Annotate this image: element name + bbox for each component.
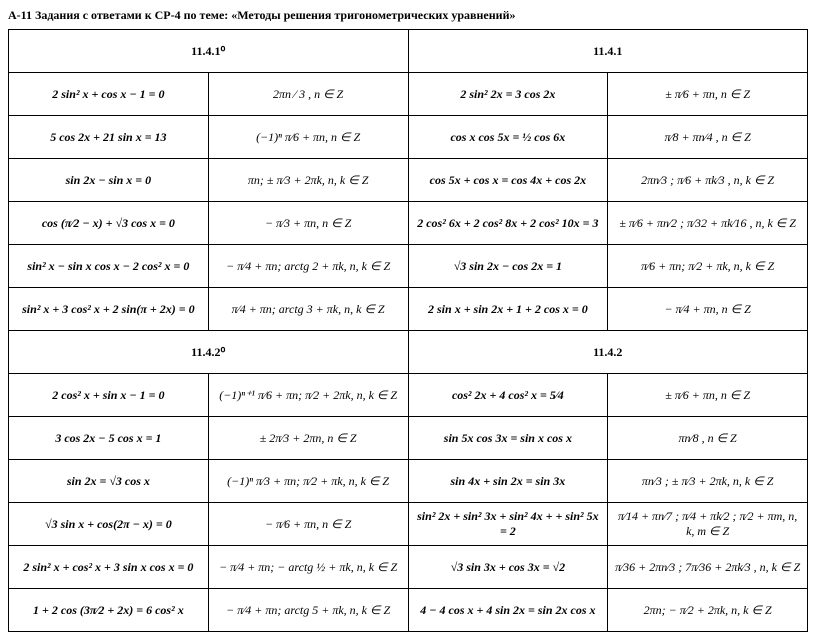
answer-cell: − π⁄6 + πn, n ∈ Z — [208, 503, 408, 546]
equation-cell: sin² x − sin x cos x − 2 cos² x = 0 — [9, 245, 209, 288]
answer-cell: ± π⁄6 + πn, n ∈ Z — [608, 73, 808, 116]
answer-cell: (−1)ⁿ π⁄6 + πn, n ∈ Z — [208, 116, 408, 159]
equation-cell: sin 5x cos 3x = sin x cos x — [408, 417, 608, 460]
answer-cell: π⁄14 + πn⁄7 ; π⁄4 + πk⁄2 ; π⁄2 + πm, n, … — [608, 503, 808, 546]
equation-cell: 4 − 4 cos x + 4 sin 2x = sin 2x cos x — [408, 589, 608, 632]
section-header-1: 11.4.1⁰ — [9, 30, 409, 73]
equation-cell: cos (π⁄2 − x) + √3 cos x = 0 — [9, 202, 209, 245]
answer-cell: (−1)ⁿ⁺¹ π⁄6 + πn; π⁄2 + 2πk, n, k ∈ Z — [208, 374, 408, 417]
answer-cell: ± 2π⁄3 + 2πn, n ∈ Z — [208, 417, 408, 460]
answer-cell: π⁄8 + πn⁄4 , n ∈ Z — [608, 116, 808, 159]
equation-cell: cos x cos 5x = ½ cos 6x — [408, 116, 608, 159]
page-title: А-11 Задания с ответами к СР-4 по теме: … — [8, 8, 808, 23]
answer-cell: πn; ± π⁄3 + 2πk, n, k ∈ Z — [208, 159, 408, 202]
equation-cell: 2 sin² x + cos² x + 3 sin x cos x = 0 — [9, 546, 209, 589]
section-header-4: 11.4.2 — [408, 331, 808, 374]
answer-cell: πn⁄3 ; ± π⁄3 + 2πk, n, k ∈ Z — [608, 460, 808, 503]
equation-cell: sin 2x = √3 cos x — [9, 460, 209, 503]
section-header-3: 11.4.2⁰ — [9, 331, 409, 374]
main-table: 11.4.1⁰ 11.4.1 2 sin² x + cos x − 1 = 02… — [8, 29, 808, 632]
answer-cell: − π⁄4 + πn; arctg 5 + πk, n, k ∈ Z — [208, 589, 408, 632]
answer-cell: ± π⁄6 + πn, n ∈ Z — [608, 374, 808, 417]
answer-cell: π⁄6 + πn; π⁄2 + πk, n, k ∈ Z — [608, 245, 808, 288]
equation-cell: sin 4x + sin 2x = sin 3x — [408, 460, 608, 503]
equation-cell: sin² 2x + sin² 3x + sin² 4x + + sin² 5x … — [408, 503, 608, 546]
answer-cell: − π⁄3 + πn, n ∈ Z — [208, 202, 408, 245]
equation-cell: 1 + 2 cos (3π⁄2 + 2x) = 6 cos² x — [9, 589, 209, 632]
answer-cell: π⁄36 + 2πn⁄3 ; 7π⁄36 + 2πk⁄3 , n, k ∈ Z — [608, 546, 808, 589]
answer-cell: 2πn; − π⁄2 + 2πk, n, k ∈ Z — [608, 589, 808, 632]
answer-cell: πn⁄8 , n ∈ Z — [608, 417, 808, 460]
answer-cell: ± π⁄6 + πn⁄2 ; π⁄32 + πk⁄16 , n, k ∈ Z — [608, 202, 808, 245]
equation-cell: 2 sin² x + cos x − 1 = 0 — [9, 73, 209, 116]
equation-cell: √3 sin x + cos(2π − x) = 0 — [9, 503, 209, 546]
answer-cell: − π⁄4 + πn; − arctg ½ + πk, n, k ∈ Z — [208, 546, 408, 589]
equation-cell: 3 cos 2x − 5 cos x = 1 — [9, 417, 209, 460]
equation-cell: √3 sin 3x + cos 3x = √2 — [408, 546, 608, 589]
equation-cell: 2 cos² 6x + 2 cos² 8x + 2 cos² 10x = 3 — [408, 202, 608, 245]
equation-cell: 5 cos 2x + 21 sin x = 13 — [9, 116, 209, 159]
answer-cell: − π⁄4 + πn, n ∈ Z — [608, 288, 808, 331]
equation-cell: cos 5x + cos x = cos 4x + cos 2x — [408, 159, 608, 202]
equation-cell: sin² x + 3 cos² x + 2 sin(π + 2x) = 0 — [9, 288, 209, 331]
equation-cell: 2 cos² x + sin x − 1 = 0 — [9, 374, 209, 417]
equation-cell: cos² 2x + 4 cos² x = 5⁄4 — [408, 374, 608, 417]
answer-cell: 2πn⁄3 ; π⁄6 + πk⁄3 , n, k ∈ Z — [608, 159, 808, 202]
answer-cell: π⁄4 + πn; arctg 3 + πk, n, k ∈ Z — [208, 288, 408, 331]
answer-cell: 2πn ⁄ 3 , n ∈ Z — [208, 73, 408, 116]
equation-cell: 2 sin² 2x = 3 cos 2x — [408, 73, 608, 116]
section-header-2: 11.4.1 — [408, 30, 808, 73]
equation-cell: √3 sin 2x − cos 2x = 1 — [408, 245, 608, 288]
equation-cell: 2 sin x + sin 2x + 1 + 2 cos x = 0 — [408, 288, 608, 331]
answer-cell: − π⁄4 + πn; arctg 2 + πk, n, k ∈ Z — [208, 245, 408, 288]
answer-cell: (−1)ⁿ π⁄3 + πn; π⁄2 + πk, n, k ∈ Z — [208, 460, 408, 503]
equation-cell: sin 2x − sin x = 0 — [9, 159, 209, 202]
